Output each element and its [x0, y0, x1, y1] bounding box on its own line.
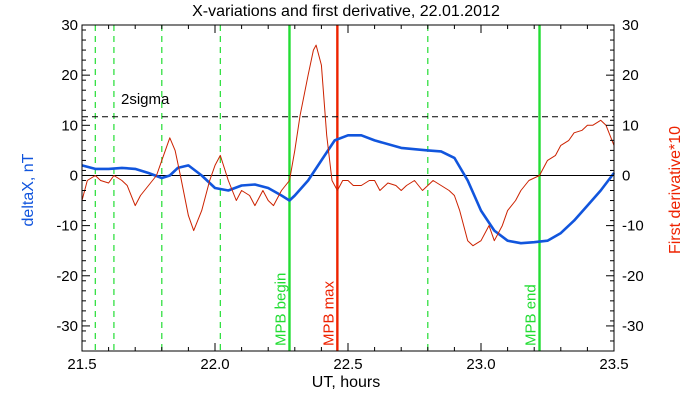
x-axis-label: UT, hours — [312, 374, 380, 391]
y-tick-label-left: 30 — [61, 17, 78, 34]
y-tick-label-left: -20 — [56, 268, 78, 285]
hline-label-2sigma: 2sigma — [121, 91, 170, 108]
y-tick-label-right: 0 — [622, 167, 630, 184]
plot-area: 21.5 22.0 22.5 23.0 23.5 30 30 20 20 10 10 0 0 -10 -10… — [56, 17, 643, 373]
y-tick-label-right: -20 — [622, 268, 644, 285]
y-tick-label-left: -30 — [56, 318, 78, 335]
y-axis-label-right: First derivative*10 — [667, 126, 684, 254]
y-tick-label-left: 20 — [61, 67, 78, 84]
y-tick-label-right: 20 — [622, 67, 639, 84]
x-tick-label: 22.0 — [200, 356, 229, 373]
vline-label-mpb-end: MPB end — [522, 284, 539, 346]
series-deltaX-line — [81, 134, 616, 245]
y-tick-label-right: -30 — [622, 318, 644, 335]
x-tick-label: 23.0 — [466, 356, 495, 373]
x-tick-label: 23.5 — [599, 356, 628, 373]
y-tick-label-left: 10 — [61, 117, 78, 134]
x-tick-label: 22.5 — [333, 356, 362, 373]
y-axis-label-left: deltaX, nT — [20, 153, 37, 226]
chart-title: X-variations and first derivative, 22.01… — [192, 3, 500, 20]
y-tick-label-left: -10 — [56, 218, 78, 235]
y-tick-label-right: -10 — [622, 218, 644, 235]
y-tick-label-right: 30 — [622, 17, 639, 34]
x-tick-label: 21.5 — [67, 356, 96, 373]
y-tick-label-left: 0 — [70, 167, 78, 184]
y-tick-label-right: 10 — [622, 117, 639, 134]
vline-label-mpb-begin: MPB begin — [272, 273, 289, 346]
series-derivative-line — [81, 44, 615, 247]
vline-label-mpb-max: MPB max — [320, 281, 337, 347]
